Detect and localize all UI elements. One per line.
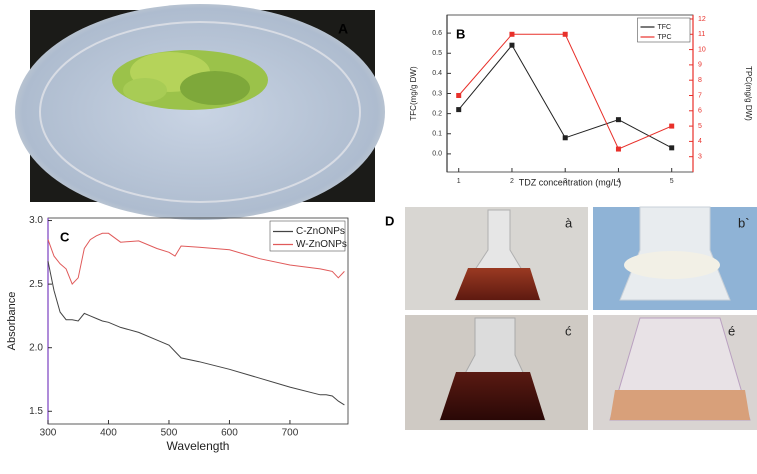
x-tick-label: 5 xyxy=(670,178,674,185)
photo-label: à xyxy=(565,215,573,230)
photo-a: A xyxy=(15,4,385,220)
y2-tick-label: 12 xyxy=(698,16,706,23)
x-axis-label: Wavelength xyxy=(167,439,230,453)
y2-tick-label: 4 xyxy=(698,138,702,145)
x-axis-label: TDZ concentration (mg/L) xyxy=(519,177,622,187)
data-point xyxy=(562,31,568,37)
y2-tick-label: 11 xyxy=(698,31,705,38)
y2-tick-label: 6 xyxy=(698,108,702,115)
y-tick-label: 0.4 xyxy=(432,70,442,77)
data-point xyxy=(562,135,568,141)
legend-label: TPC xyxy=(658,34,672,41)
y2-tick-label: 8 xyxy=(698,77,702,84)
y-tick-label: 0.6 xyxy=(432,30,442,37)
legend-label: W-ZnONPs xyxy=(296,239,347,250)
photo-label: é xyxy=(728,323,735,338)
x-tick-label: 2 xyxy=(510,178,514,185)
panel-label: D xyxy=(385,213,394,228)
panel-label: A xyxy=(338,21,348,37)
y2-axis-label: TPC(mg/g DW) xyxy=(744,66,753,121)
y-tick-label: 0.1 xyxy=(432,131,442,138)
y-axis-label: TFC(mg/g DW) xyxy=(409,66,418,121)
data-point xyxy=(509,42,515,48)
y-tick-label: 3.0 xyxy=(29,215,43,226)
x-tick-label: 1 xyxy=(457,178,461,185)
photo-label: b` xyxy=(738,215,750,230)
y-axis-label: Absorbance xyxy=(6,292,18,351)
x-tick-label: 500 xyxy=(161,428,178,439)
data-point xyxy=(615,117,621,123)
panel-label: B xyxy=(456,26,465,41)
legend-label: C-ZnONPs xyxy=(296,226,345,237)
y-tick-label: 0.0 xyxy=(432,151,442,158)
data-point xyxy=(669,123,675,129)
data-point xyxy=(456,92,462,98)
x-tick-label: 400 xyxy=(100,428,117,439)
panel-label: C xyxy=(60,229,70,244)
y2-tick-label: 5 xyxy=(698,123,702,130)
y-tick-label: 2.5 xyxy=(29,279,43,290)
y2-tick-label: 10 xyxy=(698,46,706,53)
data-point xyxy=(509,31,515,37)
photo-label: ć xyxy=(565,323,572,338)
x-tick-label: 300 xyxy=(40,428,57,439)
data-line xyxy=(458,33,672,150)
data-line xyxy=(458,44,672,149)
y2-tick-label: 7 xyxy=(698,92,702,99)
x-tick-label: 600 xyxy=(221,428,238,439)
data-line xyxy=(47,232,345,286)
y2-tick-label: 3 xyxy=(698,154,702,161)
legend-box xyxy=(637,17,691,43)
data-line xyxy=(47,261,345,406)
legend-label: TFC xyxy=(658,24,672,31)
y-tick-label: 1.5 xyxy=(29,406,43,417)
y-tick-label: 0.5 xyxy=(432,50,442,57)
data-point xyxy=(615,146,621,152)
data-point xyxy=(669,145,675,151)
y-tick-label: 2.0 xyxy=(29,342,43,353)
y-tick-label: 0.2 xyxy=(432,110,442,117)
photo-d: à b` ć é D xyxy=(385,206,757,430)
y-tick-label: 0.3 xyxy=(432,90,442,97)
x-tick-label: 4 xyxy=(617,178,621,185)
legend-box xyxy=(269,220,346,252)
x-tick-label: 700 xyxy=(282,428,299,439)
x-tick-label: 3 xyxy=(563,178,567,185)
y2-tick-label: 9 xyxy=(698,62,702,69)
data-point xyxy=(456,107,462,113)
